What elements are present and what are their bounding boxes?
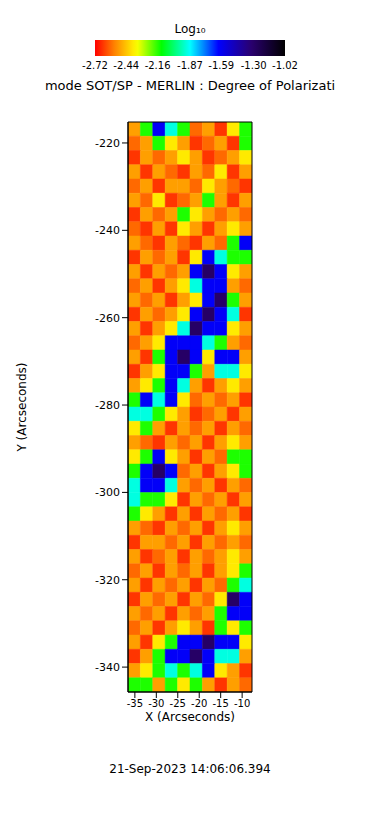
html-text:-1.30: -1.30	[240, 60, 267, 71]
svg-text:-280: -280	[95, 399, 120, 412]
svg-text:-260: -260	[95, 312, 120, 325]
html-text:-2.16: -2.16	[144, 60, 171, 71]
html-text:-1.59: -1.59	[208, 60, 235, 71]
html-text:-2.44: -2.44	[113, 60, 140, 71]
svg-text:-320: -320	[95, 574, 120, 587]
svg-text:-240: -240	[95, 224, 120, 237]
html-text:X (Arcseconds): X (Arcseconds)	[145, 710, 235, 724]
svg-text:-30: -30	[148, 698, 164, 709]
svg-text:-300: -300	[95, 486, 120, 499]
html-text:mode SOT/SP - MERLIN : Degree: mode SOT/SP - MERLIN : Degree of Polariz…	[44, 78, 336, 93]
html-text:Y (Arcseconds): Y (Arcseconds)	[15, 362, 29, 452]
svg-text:-220: -220	[95, 137, 120, 150]
html-text:-2.72: -2.72	[82, 60, 108, 71]
svg-text:-10: -10	[234, 698, 250, 709]
svg-text:-15: -15	[213, 698, 229, 709]
svg-text:-35: -35	[127, 698, 143, 709]
html-text:-1.87: -1.87	[177, 60, 203, 71]
svg-text:-25: -25	[170, 698, 186, 709]
svg-text:-20: -20	[191, 698, 207, 709]
html-text:Log₁₀: Log₁₀	[174, 22, 206, 36]
html-text:21-Sep-2023 14:06:06.394: 21-Sep-2023 14:06:06.394	[109, 762, 271, 776]
html-text:-1.02: -1.02	[272, 60, 298, 71]
svg-text:-340: -340	[95, 661, 120, 674]
